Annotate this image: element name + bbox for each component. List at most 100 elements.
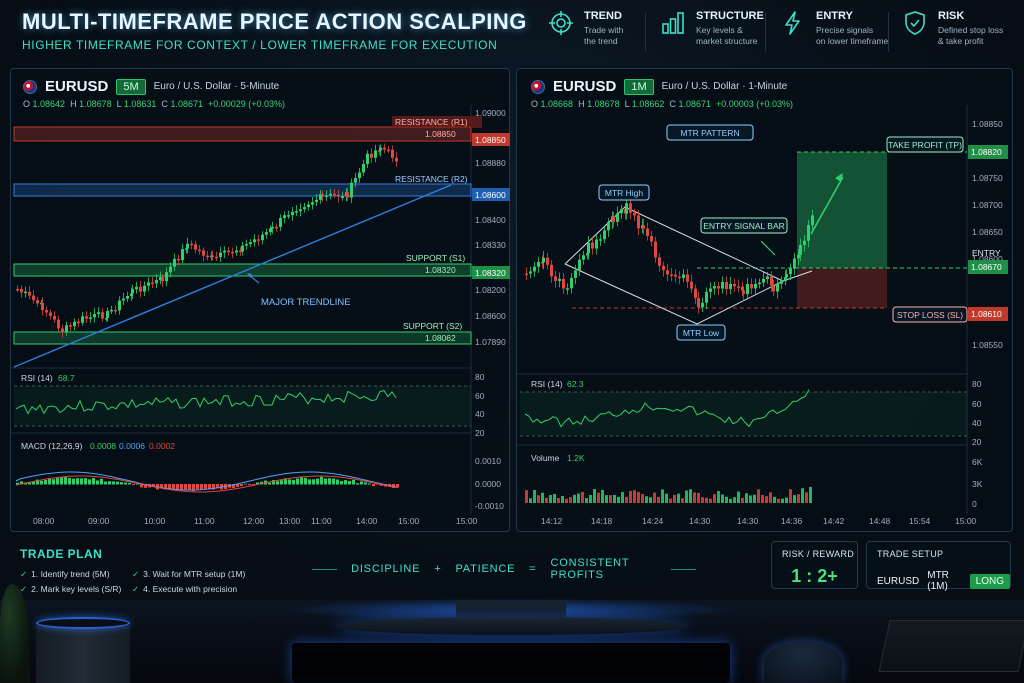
time-axis-label: 11:00 xyxy=(311,516,332,526)
chart-5m-canvas[interactable]: 1.09000 1.08880 1.08400 1.08330 1.08200 1.086… xyxy=(11,69,511,533)
candle xyxy=(169,266,172,273)
candle xyxy=(227,250,230,253)
timeframe-badge[interactable]: 5M xyxy=(116,78,146,95)
candle xyxy=(642,225,645,229)
candle xyxy=(223,250,226,253)
volume-bar xyxy=(713,494,716,503)
mtr-low-label: MTR Low xyxy=(683,328,720,338)
trade-plan-step: ✓ 1. Identify trend (5M) xyxy=(20,569,110,579)
price-tag-label: 1.08670 xyxy=(971,262,1002,272)
candle xyxy=(206,255,209,258)
volume-bar xyxy=(697,492,700,503)
volume-bar xyxy=(581,491,584,503)
time-axis-label: 14:48 xyxy=(869,516,891,526)
volume-bar xyxy=(541,492,544,503)
notebook xyxy=(878,620,1024,672)
volume-bar xyxy=(593,489,596,503)
volume-bar xyxy=(533,489,536,503)
motto-word: PATIENCE xyxy=(455,563,516,575)
macd-bar xyxy=(160,484,163,488)
macd-bar xyxy=(308,479,311,485)
time-axis-label: 14:12 xyxy=(541,516,563,526)
direction-badge[interactable]: LONG xyxy=(969,573,1010,589)
candle xyxy=(741,286,744,291)
macd-bar xyxy=(76,478,79,485)
support-s2-zone xyxy=(13,331,472,345)
price-tag-label: 1.08600 xyxy=(475,190,506,200)
candle xyxy=(662,265,665,271)
page-subtitle: HIGHER TIMEFRAME FOR CONTEXT / LOWER TIM… xyxy=(22,38,498,52)
volume-bar xyxy=(601,489,604,503)
resistance-r2-zone xyxy=(13,183,472,197)
candle xyxy=(131,289,134,294)
price-tag xyxy=(968,260,1008,274)
signal-line xyxy=(15,475,397,493)
volume-bar xyxy=(777,498,780,503)
candle xyxy=(721,281,724,289)
keyboard xyxy=(292,643,730,683)
volume-bar xyxy=(789,489,792,503)
price-tag xyxy=(968,145,1008,159)
rsi-axis-label: 80 xyxy=(475,372,485,382)
macd-bar xyxy=(336,479,339,485)
chart-panel-1m[interactable]: 1.088501.088001.087501.087001.086501.086… xyxy=(516,68,1013,532)
macd-bar xyxy=(268,482,271,485)
volume-value: 1.2K xyxy=(567,453,585,463)
mouse xyxy=(764,642,842,683)
macd-bar xyxy=(280,480,283,485)
macd-bar xyxy=(128,482,131,485)
candle xyxy=(299,209,302,212)
candle xyxy=(374,150,377,158)
chart-panel-5m[interactable]: 1.09000 1.08880 1.08400 1.08330 1.08200 1.086… xyxy=(10,68,510,532)
volume-bar xyxy=(565,498,568,503)
macd-bar xyxy=(196,484,199,490)
candle xyxy=(231,251,234,254)
header-divider xyxy=(888,12,889,52)
macd-bar xyxy=(352,479,355,485)
ohlc-value: 1.08631 xyxy=(123,99,157,109)
price-axis-label: 1.08880 xyxy=(475,158,506,168)
trade-setup-label: TRADE SETUP xyxy=(877,549,944,559)
candle xyxy=(746,284,749,295)
macd-value: 0.0006 xyxy=(119,441,145,451)
candle xyxy=(101,312,104,319)
macd-bar xyxy=(40,480,43,485)
volume-bar xyxy=(577,493,580,503)
trade-setup-pattern: MTR (1M) xyxy=(927,570,949,592)
candle xyxy=(105,317,108,320)
macd-bar xyxy=(108,481,111,485)
volume-bar xyxy=(585,498,588,503)
rsi-label: RSI (14) xyxy=(531,379,563,389)
volume-bar xyxy=(757,489,760,503)
timeframe-badge[interactable]: 1M xyxy=(624,78,654,95)
macd-bar xyxy=(32,481,35,485)
candle xyxy=(542,257,545,263)
macd-bar xyxy=(356,483,359,485)
time-axis-label: 13:00 xyxy=(279,516,301,526)
header-item-desc: Defined stop loss xyxy=(938,25,1004,35)
candle xyxy=(358,172,361,179)
candle xyxy=(587,242,590,254)
volume-bar xyxy=(621,492,624,503)
candle xyxy=(249,242,252,245)
macd-bar xyxy=(216,484,219,489)
macd-bar xyxy=(244,483,247,485)
candle xyxy=(570,277,573,289)
price-tag-label: 1.08820 xyxy=(971,147,1002,157)
rsi-axis-label: 80 xyxy=(972,379,982,389)
macd-bar xyxy=(348,480,351,485)
macd-bar xyxy=(188,484,191,490)
macd-line xyxy=(15,471,397,491)
rsi-line xyxy=(524,389,810,428)
rsi-value: 68.7 xyxy=(58,373,75,383)
price-tag xyxy=(472,188,510,201)
chart-1m-canvas[interactable]: 1.088501.088001.087501.087001.086501.086… xyxy=(517,69,1014,533)
header-item-desc: Trade with xyxy=(584,25,624,35)
candle xyxy=(159,277,162,281)
candle xyxy=(694,288,697,299)
monitor-stand xyxy=(456,600,566,622)
candle xyxy=(546,257,549,265)
candle xyxy=(607,222,610,231)
ohlc-value: 1.08671 xyxy=(678,99,711,109)
candle xyxy=(295,211,298,213)
